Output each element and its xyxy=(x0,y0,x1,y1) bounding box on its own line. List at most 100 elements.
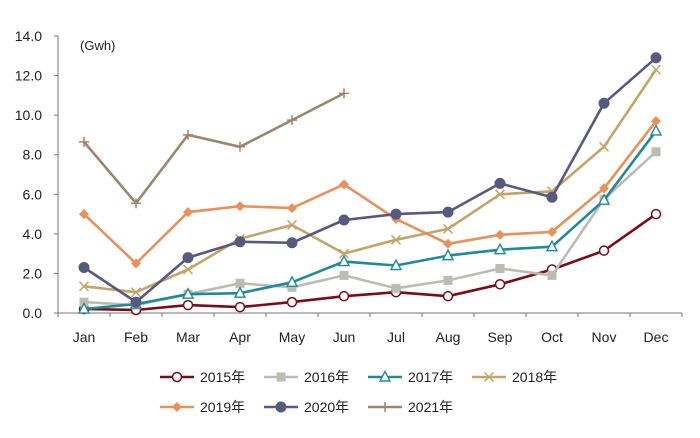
data-point xyxy=(650,64,662,75)
series-line xyxy=(83,213,657,312)
legend-label: 2020年 xyxy=(304,399,349,415)
data-point xyxy=(181,287,195,299)
data-point xyxy=(651,116,661,127)
legend-item: 2016年 xyxy=(264,369,349,385)
series-line xyxy=(83,68,658,294)
data-point xyxy=(130,287,142,298)
legend-label: 2021年 xyxy=(408,399,453,415)
data-point xyxy=(493,242,507,255)
legend-label: 2018年 xyxy=(512,369,557,385)
data-point xyxy=(79,209,89,220)
data-point xyxy=(650,208,662,220)
y-tick-label: 2.0 xyxy=(23,265,43,281)
data-point xyxy=(545,239,559,252)
x-tick-label: Nov xyxy=(592,329,617,345)
data-point xyxy=(79,136,89,147)
x-tick-label: Jun xyxy=(333,329,356,345)
data-point xyxy=(494,189,506,200)
data-point xyxy=(235,141,245,152)
data-point xyxy=(183,207,193,218)
data-point xyxy=(182,252,194,264)
data-point xyxy=(171,371,183,383)
y-tick-label: 8.0 xyxy=(23,147,43,163)
x-tick-label: Oct xyxy=(541,329,563,345)
data-point xyxy=(286,296,298,308)
data-point xyxy=(338,290,350,302)
data-point xyxy=(77,302,91,314)
series-line xyxy=(83,92,345,205)
data-point xyxy=(494,177,506,189)
data-point xyxy=(598,97,610,109)
data-point xyxy=(235,201,245,212)
legend-item: 2018年 xyxy=(472,369,557,385)
data-point xyxy=(483,371,495,383)
series-2021年 xyxy=(79,88,349,209)
data-point xyxy=(234,236,246,248)
data-point xyxy=(390,208,402,220)
legend-label: 2015年 xyxy=(200,369,245,385)
data-point xyxy=(275,401,287,413)
legend-item: 2015年 xyxy=(160,369,245,385)
series-2020年 xyxy=(78,52,662,308)
data-point xyxy=(441,248,455,261)
data-point xyxy=(442,290,454,302)
data-point xyxy=(235,278,245,288)
x-tick-label: Feb xyxy=(124,329,148,345)
y-tick-label: 6.0 xyxy=(23,186,43,202)
data-point xyxy=(78,261,90,273)
data-point xyxy=(337,254,351,267)
data-point xyxy=(286,237,298,249)
data-point xyxy=(597,193,611,205)
data-point xyxy=(651,147,661,157)
x-tick-label: May xyxy=(279,329,305,345)
data-point xyxy=(443,275,453,285)
series-line xyxy=(83,130,658,311)
data-point xyxy=(183,129,193,140)
data-point xyxy=(285,275,299,288)
legend-item: 2021年 xyxy=(368,399,453,415)
y-tick-label: 14.0 xyxy=(15,28,42,44)
data-point xyxy=(287,203,297,214)
legend-item: 2017年 xyxy=(368,369,453,385)
data-point xyxy=(233,286,247,298)
data-point xyxy=(380,402,390,412)
series-2017年 xyxy=(77,123,663,314)
legend: 2015年 2016年 2017年 2018年 2019年 2020年 2021年 xyxy=(160,369,557,415)
y-tick-label: 10.0 xyxy=(15,107,42,123)
series-line xyxy=(83,120,658,265)
data-point xyxy=(234,301,246,313)
x-tick-label: Aug xyxy=(436,329,461,345)
legend-label: 2019年 xyxy=(200,399,245,415)
data-point xyxy=(442,206,454,218)
y-tick-label: 12.0 xyxy=(15,68,42,84)
x-tick-label: Jan xyxy=(73,329,96,345)
data-point xyxy=(442,223,454,234)
x-tick-label: Sep xyxy=(488,329,513,345)
data-point xyxy=(130,296,142,308)
data-point xyxy=(182,264,194,275)
data-point xyxy=(494,279,506,290)
data-point xyxy=(547,270,557,280)
data-point xyxy=(286,219,298,230)
data-point xyxy=(546,191,558,203)
y-tick-label: 0.0 xyxy=(23,305,43,321)
data-point xyxy=(650,52,662,64)
data-point xyxy=(495,229,505,240)
data-point xyxy=(443,238,453,249)
data-point xyxy=(390,234,402,245)
legend-item: 2019年 xyxy=(160,399,245,415)
data-point xyxy=(599,183,609,194)
data-point xyxy=(598,245,610,256)
data-point xyxy=(131,258,141,269)
data-point xyxy=(339,179,349,190)
legend-label: 2016年 xyxy=(304,369,349,385)
data-point xyxy=(339,88,349,99)
data-point xyxy=(287,115,297,126)
data-point xyxy=(172,402,182,412)
axes: 0.0 2.0 4.0 6.0 8.0 10.0 12.0 14.0 Jan Feb Mar Apr M… xyxy=(15,28,683,345)
data-point xyxy=(276,372,286,382)
data-point xyxy=(391,283,401,293)
data-point xyxy=(547,226,557,237)
data-point xyxy=(182,299,194,311)
